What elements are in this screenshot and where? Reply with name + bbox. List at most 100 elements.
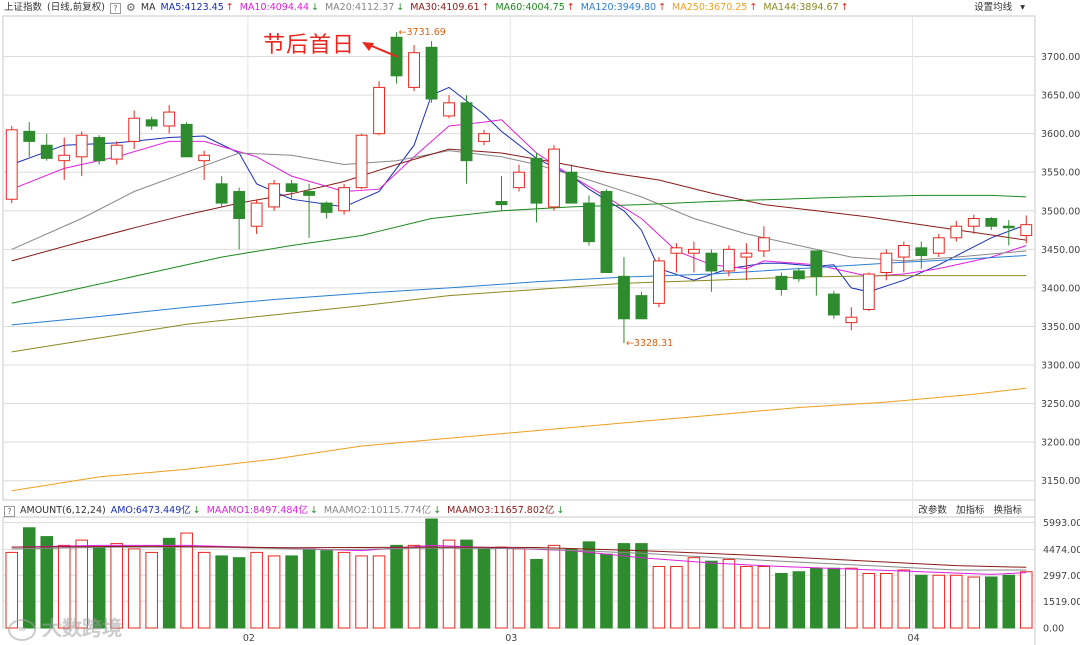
ma-item-6: MA250:3670.25 (672, 2, 748, 13)
ma-item-arrow-icon: ↑ (749, 2, 758, 13)
candle-body (950, 225, 963, 239)
volume-bar (232, 557, 246, 629)
add-indicator-button[interactable]: 加指标 (955, 505, 985, 516)
price-tick-label: 3150.00 (1041, 476, 1080, 487)
volume-bar (932, 574, 946, 629)
ma-item-2: MA20:4112.37 (324, 2, 395, 13)
candle-body (967, 218, 980, 227)
volume-bar (775, 573, 788, 629)
candlestick (635, 291, 648, 320)
amount-help-icon[interactable]: ? (4, 505, 15, 517)
candlestick (478, 129, 490, 146)
volume-bar (547, 544, 561, 629)
volume-bar (320, 550, 333, 629)
candlestick (268, 179, 281, 211)
price-tick-label: 3300.00 (1041, 361, 1080, 372)
price-tick-label: 3450.00 (1041, 245, 1080, 256)
candle-body (198, 154, 211, 162)
ma-item-7: MA144:3894.67 (763, 2, 839, 13)
volume-bar (810, 567, 823, 629)
ma-item-arrow-icon: ↓ (396, 2, 405, 13)
change-params-button[interactable]: 改参数 (918, 505, 947, 516)
price-tick-label: 3600.00 (1041, 129, 1080, 140)
amount-item-arrow-icon: ↓ (433, 505, 442, 516)
candle-body (320, 202, 333, 213)
ma-item-arrow-icon: ↑ (481, 2, 490, 13)
gear-icon[interactable]: ⚙ (125, 1, 136, 14)
switch-indicator-button[interactable]: 换指标 (993, 505, 1022, 516)
help-icon[interactable]: ? (109, 2, 121, 14)
candle-body (880, 252, 893, 273)
candlestick (740, 243, 753, 281)
candle-body (635, 295, 648, 320)
candle-body (460, 102, 473, 162)
candle-body (722, 248, 735, 272)
candlestick (40, 133, 53, 161)
amount-item-2: MAAMO2:10115.774亿 (323, 505, 432, 516)
annotation-arrow-line (366, 43, 399, 58)
volume-bar (127, 548, 141, 629)
candle-body (845, 316, 858, 324)
candlestick (583, 195, 595, 246)
volume-bar (600, 553, 613, 629)
ma-item-arrow-icon: ↓ (311, 2, 319, 13)
volume-bar (950, 574, 963, 629)
candlestick (653, 257, 665, 308)
watermark: ∞ 大数跨境 (8, 612, 122, 641)
candlestick (145, 116, 158, 130)
candle-body (670, 247, 683, 254)
candlestick (495, 176, 508, 211)
candlestick (950, 220, 963, 242)
candle-body (373, 86, 385, 135)
candlestick (915, 241, 928, 269)
candle-body (285, 183, 298, 193)
volume-bar (40, 536, 54, 629)
candle-body (757, 237, 770, 252)
volume-bar (670, 565, 683, 629)
candle-body (740, 252, 753, 258)
settings-ma-button[interactable]: 设置均线 ▾ (974, 0, 1030, 16)
ma-items: MA5:4123.45 ↑ MA10:4094.44 ↓ MA20:4112.37 ↓ MA… (161, 0, 855, 16)
volume-ma-line-maamo3 (11, 545, 1027, 568)
candle-body (932, 237, 945, 254)
candlestick (1020, 215, 1033, 244)
candlestick (967, 214, 980, 234)
candle-body (687, 248, 700, 254)
volume-bar (757, 565, 771, 629)
candlestick (285, 179, 298, 200)
caret-down-icon: ▾ (1020, 2, 1025, 13)
volume-bar (897, 569, 911, 629)
candlestick (23, 122, 36, 157)
candle-body (548, 148, 560, 208)
candle-body (705, 252, 718, 272)
volume-bar (390, 544, 403, 629)
candlestick (338, 183, 351, 215)
candlestick (163, 105, 176, 134)
candle-body (495, 201, 508, 206)
volume-bar (967, 576, 981, 629)
volume-bar (687, 557, 701, 629)
candle-body (425, 46, 438, 100)
volume-bar (1019, 571, 1033, 629)
volume-tick-label: 0.00 (1043, 624, 1064, 635)
candlestick (513, 164, 525, 192)
candle-body (1002, 225, 1015, 229)
volume-bar (845, 567, 858, 629)
volume-bar (460, 539, 473, 629)
volume-bar (425, 518, 438, 629)
candle-body (75, 134, 88, 158)
volume-bar (407, 544, 421, 629)
volume-bar (372, 555, 386, 629)
candlestick (390, 32, 403, 84)
candle-body (5, 129, 18, 200)
volume-bar (880, 573, 893, 629)
price-tick-label: 3200.00 (1041, 438, 1080, 449)
volume-bar (827, 567, 841, 629)
amount-item-0: AMO:6473.449亿 (110, 505, 191, 516)
volume-tick-label: 4474.00 (1043, 545, 1080, 556)
volume-bar (57, 544, 71, 629)
candle-body (775, 275, 788, 290)
candle-body (478, 133, 490, 142)
candlestick (75, 131, 88, 177)
